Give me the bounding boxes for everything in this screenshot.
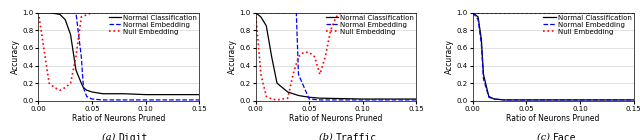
Legend: Normal Classification, Normal Embedding, Null Embedding: Normal Classification, Normal Embedding,… [108,14,198,35]
Legend: Normal Classification, Normal Embedding, Null Embedding: Normal Classification, Normal Embedding,… [325,14,415,35]
Y-axis label: Accuracy: Accuracy [228,39,237,74]
Text: Face: Face [553,133,577,140]
X-axis label: Ratio of Neurons Pruned: Ratio of Neurons Pruned [72,114,166,123]
Text: Digit: Digit [119,133,148,140]
Text: (b): (b) [319,133,336,140]
Text: (c): (c) [537,133,553,140]
X-axis label: Ratio of Neurons Pruned: Ratio of Neurons Pruned [289,114,383,123]
Legend: Normal Classification, Normal Embedding, Null Embedding: Normal Classification, Normal Embedding,… [542,14,632,35]
X-axis label: Ratio of Neurons Pruned: Ratio of Neurons Pruned [506,114,600,123]
Text: Traffic: Traffic [336,133,377,140]
Text: (a): (a) [102,133,119,140]
Y-axis label: Accuracy: Accuracy [445,39,454,74]
Y-axis label: Accuracy: Accuracy [10,39,19,74]
